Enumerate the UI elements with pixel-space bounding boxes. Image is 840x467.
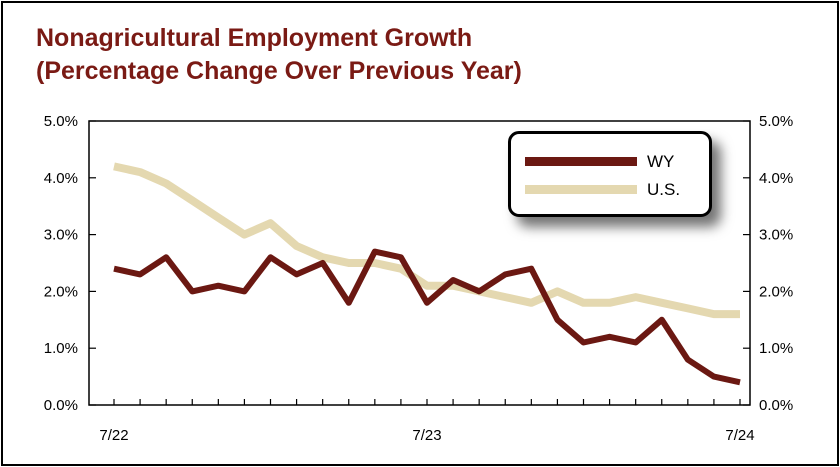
y-tick-label-left: 2.0% (44, 283, 78, 300)
y-tick-label-left: 3.0% (44, 227, 78, 244)
chart-title-line-1: Nonagricultural Employment Growth (36, 24, 473, 52)
y-tick-label-left: 4.0% (44, 170, 78, 187)
legend-swatch-wy (525, 157, 637, 166)
axes (88, 120, 751, 406)
legend-label-wy: WY (647, 152, 675, 171)
y-tick-label-right: 5.0% (759, 113, 793, 130)
x-tick-label: 7/22 (99, 427, 128, 444)
y-tick-label-right: 4.0% (759, 170, 793, 187)
series-line-us (113, 162, 740, 319)
legend-label-us: U.S. (647, 180, 681, 199)
plot-area-border (88, 120, 751, 406)
y-tick-label-left: 5.0% (44, 113, 78, 130)
x-tick-label: 7/23 (412, 427, 441, 444)
chart-title: Nonagricultural Employment Growth (Perce… (36, 22, 522, 88)
chart-title-line-2: (Percentage Change Over Previous Year) (36, 57, 522, 85)
y-tick-label-right: 1.0% (759, 340, 793, 357)
x-tick-label: 7/24 (725, 427, 754, 444)
legend-swatch-us (525, 185, 637, 194)
y-tick-label-right: 3.0% (759, 227, 793, 244)
y-tick-label-left: 1.0% (44, 340, 78, 357)
series-lines (113, 162, 741, 386)
y-tick-label-right: 2.0% (759, 283, 793, 300)
series-line-wy (113, 248, 741, 386)
tick-labels: 0.0% 0.0% 1.0% 1.0% 2.0% 2.0% 3.0% 3.0% 4.0% 4.0%… (44, 113, 793, 444)
legend: WY U.S. (508, 131, 712, 217)
y-tick-label-right: 0.0% (759, 397, 793, 414)
y-tick-label-left: 0.0% (44, 397, 78, 414)
